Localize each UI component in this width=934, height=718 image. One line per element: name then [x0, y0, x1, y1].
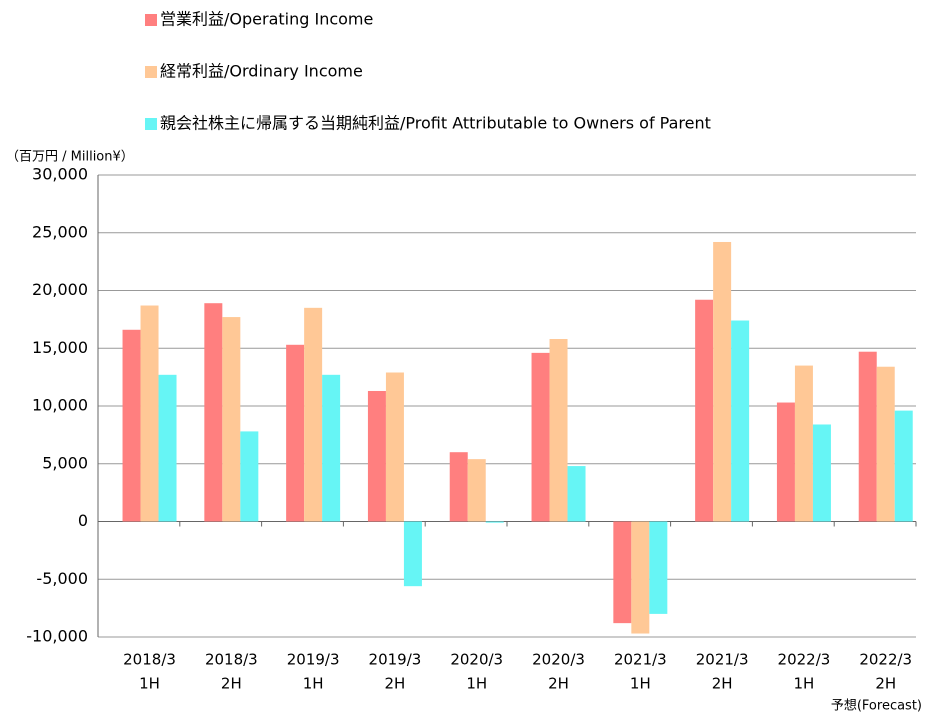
forecast-annotation: 予想(Forecast)	[831, 698, 922, 714]
bar	[776, 402, 795, 522]
bar	[286, 344, 305, 522]
bar	[485, 521, 504, 523]
bar	[549, 339, 568, 522]
legend-swatch	[145, 14, 157, 26]
x-tick-label: 2H	[221, 675, 242, 693]
x-tick-label: 2021/3	[696, 651, 749, 669]
bar	[894, 410, 913, 522]
legend-label: 営業利益/Operating Income	[160, 10, 373, 29]
bar	[631, 521, 650, 634]
bar	[858, 351, 877, 522]
y-tick-label: 0	[78, 511, 88, 530]
x-tick-label: 1H	[630, 675, 651, 693]
y-tick-label: 30,000	[32, 165, 88, 184]
legend-label: 親会社株主に帰属する当期純利益/Profit Attributable to O…	[160, 114, 711, 133]
x-tick-label: 1H	[303, 675, 324, 693]
bar	[695, 299, 714, 522]
bar	[731, 320, 750, 522]
unit-label: （百万円 / Million¥）	[6, 150, 134, 165]
bar	[240, 431, 259, 522]
x-tick-label: 2021/3	[614, 651, 667, 669]
y-tick-label: 20,000	[32, 280, 88, 299]
bar	[204, 303, 223, 522]
bar	[367, 390, 386, 522]
legend-swatch	[145, 66, 157, 78]
bar	[322, 374, 341, 522]
y-tick-label: 25,000	[32, 222, 88, 241]
bar	[876, 366, 895, 522]
bar	[567, 466, 586, 522]
legend-label: 経常利益/Ordinary Income	[160, 62, 363, 81]
y-tick-label: 15,000	[32, 338, 88, 357]
x-tick-label: 1H	[466, 675, 487, 693]
y-tick-label: -5,000	[36, 569, 88, 588]
y-tick-label: 10,000	[32, 396, 88, 415]
bar	[222, 317, 241, 522]
x-tick-label: 2H	[712, 675, 733, 693]
bar	[812, 424, 831, 522]
y-tick-label: 5,000	[42, 453, 88, 472]
y-tick-label: -10,000	[26, 627, 88, 646]
x-tick-label: 2018/3	[205, 651, 258, 669]
x-tick-label: 2022/3	[778, 651, 831, 669]
bar	[713, 241, 732, 522]
bar	[794, 365, 813, 522]
legend-swatch	[145, 118, 157, 130]
bar	[385, 372, 404, 522]
x-tick-label: 2019/3	[369, 651, 422, 669]
x-tick-label: 2018/3	[123, 651, 176, 669]
bar	[403, 521, 422, 587]
x-tick-label: 2020/3	[532, 651, 585, 669]
bar	[304, 307, 323, 522]
bar	[531, 352, 550, 522]
bar	[122, 329, 141, 522]
bar	[140, 305, 159, 522]
bar	[158, 374, 177, 522]
x-tick-label: 1H	[139, 675, 160, 693]
x-tick-label: 2H	[548, 675, 569, 693]
bar	[649, 521, 668, 614]
x-tick-label: 2020/3	[450, 651, 503, 669]
bar	[613, 521, 632, 624]
bar	[449, 452, 468, 522]
x-tick-label: 1H	[794, 675, 815, 693]
x-tick-label: 2H	[875, 675, 896, 693]
x-tick-label: 2H	[385, 675, 406, 693]
x-tick-label: 2019/3	[287, 651, 340, 669]
x-tick-label: 2022/3	[859, 651, 912, 669]
bar	[467, 459, 486, 522]
